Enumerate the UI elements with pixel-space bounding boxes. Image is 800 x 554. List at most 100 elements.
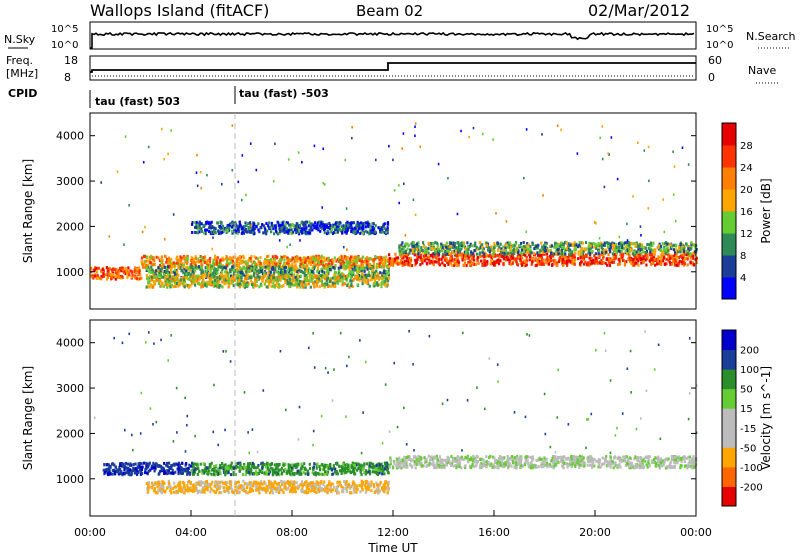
echo-cell (481, 250, 484, 254)
echo-cell (343, 263, 346, 267)
echo-cell (533, 251, 536, 255)
echo-cell (232, 221, 235, 225)
echo-cell (136, 465, 139, 469)
echo-cell (373, 279, 377, 283)
echo-cell (332, 259, 335, 263)
echo-cell (218, 285, 221, 289)
echo-cell (399, 261, 402, 265)
echo-cell (352, 265, 355, 269)
echo-cell (362, 222, 365, 226)
echo-cell (630, 262, 633, 266)
echo-cell (299, 274, 302, 278)
echo-cell (520, 263, 524, 267)
echo-cell (526, 249, 530, 253)
echo-cell (409, 259, 412, 263)
echo-cell (274, 269, 277, 273)
echo-cell (437, 253, 440, 257)
echo-cell (613, 243, 616, 247)
echo-cell (93, 274, 97, 278)
echo-cell (209, 281, 212, 285)
echo-cell (119, 274, 122, 278)
echo-cell (440, 257, 443, 261)
colorbar-tick-label: 24 (740, 163, 753, 174)
echo-cell (128, 273, 131, 277)
echo-cell (277, 223, 280, 227)
echo-cell (391, 263, 395, 267)
echo-cell (316, 256, 319, 260)
echo-cell (473, 249, 476, 253)
echo-cell (577, 252, 580, 256)
echo-cell (114, 277, 117, 281)
echo-cell (246, 276, 249, 280)
echo-cell (269, 280, 272, 284)
echo-cell (109, 465, 112, 469)
echo-cell (625, 260, 628, 264)
echo-cell (279, 278, 282, 282)
echo-cell (286, 228, 289, 232)
echo-cell (601, 125, 604, 128)
echo-cell (547, 262, 551, 266)
echo-cell (451, 250, 454, 254)
echo-cell (149, 261, 152, 265)
echo-cell (402, 262, 405, 266)
y-tick-label: 4000 (56, 130, 84, 143)
echo-cell (540, 259, 543, 263)
echo-cell (140, 256, 144, 260)
echo-cell (354, 255, 358, 259)
echo-cell (366, 281, 369, 285)
echo-cell (224, 266, 228, 270)
echo-cell (388, 262, 391, 266)
echo-cell (467, 248, 470, 252)
echo-cell (167, 256, 170, 260)
echo-cell (361, 265, 365, 269)
echo-cell (429, 242, 433, 246)
echo-cell (234, 221, 237, 225)
echo-cell (592, 242, 595, 246)
echo-cell (638, 245, 641, 249)
echo-cell (166, 257, 169, 261)
echo-cell (216, 271, 219, 275)
echo-cell (126, 469, 129, 473)
echo-cell (408, 251, 411, 255)
echo-cell (523, 176, 525, 180)
echo-cell (387, 269, 390, 273)
echo-cell (311, 261, 314, 265)
echo-cell (329, 259, 332, 263)
echo-cell (134, 271, 137, 275)
echo-cell (199, 275, 202, 279)
echo-cell (560, 252, 564, 256)
echo-cell (344, 158, 347, 162)
echo-cell (371, 228, 375, 232)
echo-cell (320, 277, 323, 281)
echo-cell (545, 261, 548, 265)
echo-cell (544, 243, 547, 247)
echo-cell (472, 258, 475, 262)
echo-cell (170, 271, 173, 275)
echo-cell (238, 220, 241, 224)
echo-cell (276, 285, 280, 289)
echo-cell (490, 245, 493, 249)
echo-cell (663, 230, 666, 234)
echo-cell (210, 220, 213, 224)
echo-cell (166, 280, 169, 284)
echo-cell (264, 279, 268, 283)
echo-cell (513, 244, 516, 248)
echo-cell (233, 278, 236, 282)
echo-cell (160, 127, 163, 131)
echo-cell (176, 278, 179, 282)
echo-cell (225, 230, 228, 234)
echo-cell (221, 267, 224, 271)
echo-cell (305, 283, 308, 287)
echo-cell (437, 247, 440, 251)
echo-cell (250, 276, 253, 280)
echo-cell (232, 471, 235, 475)
echo-cell (588, 256, 591, 260)
echo-cell (309, 272, 313, 276)
echo-cell (674, 219, 677, 223)
echo-cell (680, 260, 684, 264)
echo-cell (153, 259, 156, 263)
echo-cell (481, 132, 484, 136)
echo-cell (102, 272, 105, 276)
echo-cell (419, 255, 422, 259)
echo-cell (203, 272, 207, 276)
